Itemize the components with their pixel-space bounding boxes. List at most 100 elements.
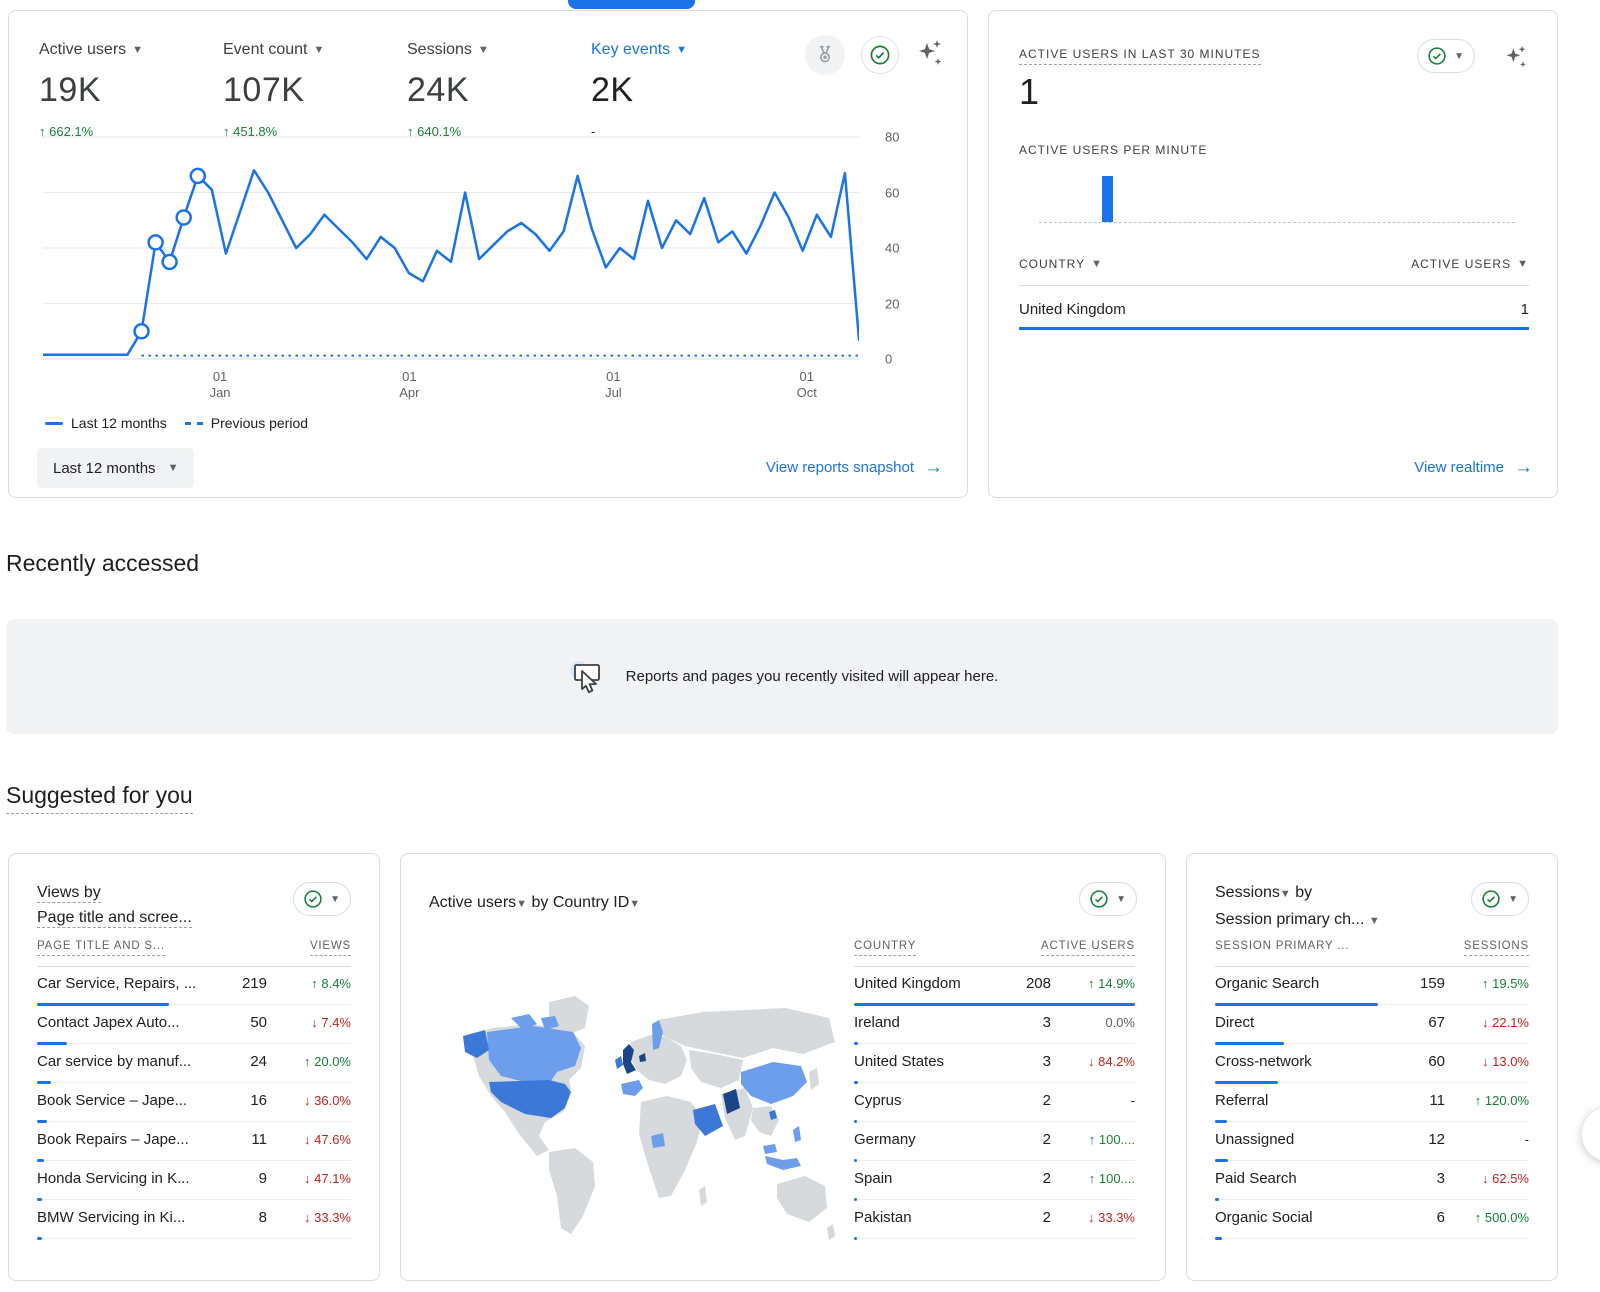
table-row[interactable]: United Kingdom 208 ↑ 14.9% [854,966,1135,1006]
scroll-right-fab[interactable] [1581,1106,1600,1162]
x-tick-label: 01 Apr [399,369,420,400]
card-title[interactable]: Sessions▼ by Session primary ch... ▼ [1215,884,1380,928]
table-row[interactable]: Paid Search 3 ↓ 62.5% [1215,1161,1529,1201]
chart-y-axis: 0 20 40 60 80 [885,130,915,367]
realtime-table-row[interactable]: United Kingdom 1 [1019,293,1529,330]
map-australia [777,1176,827,1222]
row-value: 6 [1436,1209,1445,1226]
table-row[interactable]: Honda Servicing in K... 9 ↓ 47.1% [37,1161,351,1201]
metric-tab-sessions[interactable]: Sessions ▼ 24K ↑ 640.1% [407,41,591,139]
world-map[interactable] [453,984,843,1269]
table-row[interactable]: Direct 67 ↓ 22.1% [1215,1005,1529,1045]
metric-label: Sessions ▼ [407,41,489,58]
y-tick-label: 0 [885,351,893,367]
chevron-down-icon: ▼ [516,898,528,910]
map-united-kingdom [623,1044,636,1074]
card-title[interactable]: Views by Page title and scree... [37,884,192,928]
row-delta: ↓ 33.3% [304,1210,351,1225]
benchmarking-medal-icon[interactable] [805,35,845,75]
column-header-metric[interactable]: VIEWS [309,940,351,956]
table-row[interactable]: Germany 2 ↑ 100.... [854,1122,1135,1162]
row-bar [1215,1159,1228,1162]
row-delta: ↑ 100.... [1088,1132,1135,1147]
row-value: 11 [1429,1092,1445,1109]
view-reports-snapshot-link[interactable]: View reports snapshot → [765,457,943,478]
row-bar-track [37,1158,351,1162]
table-row[interactable]: Car Service, Repairs, ... 219 ↑ 8.4% [37,966,351,1006]
table-row[interactable]: United States 3 ↓ 84.2% [854,1044,1135,1084]
card-quality-dropdown[interactable]: ▼ [1471,882,1529,916]
realtime-title: ACTIVE USERS IN LAST 30 MINUTES [1019,47,1261,65]
date-range-dropdown[interactable]: Last 12 months ▼ [37,448,195,488]
column-header-dimension[interactable]: COUNTRY [854,940,917,956]
row-delta: 0.0% [1105,1015,1135,1030]
view-realtime-link[interactable]: View realtime → [1414,457,1533,478]
row-delta: ↑ 14.9% [1088,976,1135,991]
sessions-by-channel-card: Sessions▼ by Session primary ch... ▼ ▼ S… [1186,853,1558,1281]
metric-tab-active-users[interactable]: Active users ▼ 19K ↑ 662.1% [39,41,223,139]
data-quality-check-icon[interactable] [861,36,899,74]
chevron-down-icon: ▼ [477,44,489,56]
row-delta: ↓ 84.2% [1088,1054,1135,1069]
realtime-quality-dropdown[interactable]: ▼ [1417,39,1475,73]
row-value: 12 [1428,1131,1445,1148]
table-row[interactable]: Cross-network 60 ↓ 13.0% [1215,1044,1529,1084]
row-delta: ↑ 8.4% [311,976,351,991]
table-row[interactable]: Organic Social 6 ↑ 500.0% [1215,1200,1529,1240]
table-row[interactable]: Referral 11 ↑ 120.0% [1215,1083,1529,1123]
map-russia [658,1008,835,1058]
row-label: BMW Servicing in Ki... [37,1209,186,1226]
metric-tab-key-events[interactable]: Key events ▼ 2K - [591,41,791,139]
metric-delta: ↑ 451.8% [223,124,278,139]
metric-tab-event-count[interactable]: Event count ▼ 107K ↑ 451.8% [223,41,407,139]
x-tick-label: 01 Oct [796,369,817,400]
card-quality-dropdown[interactable]: ▼ [293,882,351,916]
table-row[interactable]: Book Service – Jape... 16 ↓ 36.0% [37,1083,351,1123]
map-indonesia [765,1156,801,1170]
insights-sparkle-icon[interactable] [1503,43,1529,76]
row-delta: ↑ 500.0% [1474,1210,1529,1225]
table-row[interactable]: Unassigned 12 - [1215,1122,1529,1162]
row-bar [854,1003,1135,1006]
table-row[interactable]: Organic Search 159 ↑ 19.5% [1215,966,1529,1006]
row-bar [854,1042,859,1045]
row-label: Ireland [854,1014,900,1031]
row-bar-track [37,1236,351,1240]
column-header-dimension[interactable]: PAGE TITLE AND S... [37,940,165,956]
row-value: 219 [241,975,267,992]
table-row[interactable]: Spain 2 ↑ 100.... [854,1161,1135,1201]
column-header-metric[interactable]: ACTIVE USERS [1041,940,1135,956]
metric-label: Active users ▼ [39,41,144,58]
card-quality-dropdown[interactable]: ▼ [1079,882,1137,916]
cursor-click-icon [569,660,600,693]
legend-label: Previous period [210,415,309,431]
map-ireland [615,1056,623,1069]
row-delta: - [1524,1132,1529,1147]
row-bar-track [854,1197,1135,1201]
table-row[interactable]: Contact Japex Auto... 50 ↓ 7.4% [37,1005,351,1045]
insights-sparkle-icon[interactable] [915,37,945,74]
country-column-header[interactable]: COUNTRY ▼ [1019,257,1104,271]
table-row[interactable]: Book Repairs – Jape... 11 ↓ 47.6% [37,1122,351,1162]
table-row[interactable]: Cyprus 2 - [854,1083,1135,1123]
chevron-down-icon: ▼ [313,44,325,56]
column-header-metric[interactable]: SESSIONS [1463,940,1529,956]
row-delta: ↓ 33.3% [1088,1210,1135,1225]
row-bar-track [1215,1197,1529,1201]
table-row[interactable]: Pakistan 2 ↓ 33.3% [854,1200,1135,1240]
table-row[interactable]: Car service by manuf... 24 ↑ 20.0% [37,1044,351,1084]
active-users-column-header[interactable]: ACTIVE USERS ▼ [1411,257,1529,271]
column-header-dimension[interactable]: SESSION PRIMARY ... [1215,940,1350,952]
table-row[interactable]: Ireland 3 0.0% [854,1005,1135,1045]
card-title[interactable]: Active users▼ by Country ID▼ [429,894,641,911]
metric-delta: ↑ 662.1% [39,124,94,139]
y-tick-label: 40 [885,240,900,256]
row-bar-track [1215,1080,1529,1084]
table-row[interactable]: BMW Servicing in Ki... 8 ↓ 33.3% [37,1200,351,1240]
chevron-down-icon: ▼ [1091,258,1104,270]
chevron-down-icon: ▼ [167,462,179,474]
chevron-down-icon: ▼ [330,893,340,905]
row-bar [37,1120,47,1123]
row-value: 159 [1419,975,1445,992]
active-users-line-chart[interactable] [41,133,861,370]
